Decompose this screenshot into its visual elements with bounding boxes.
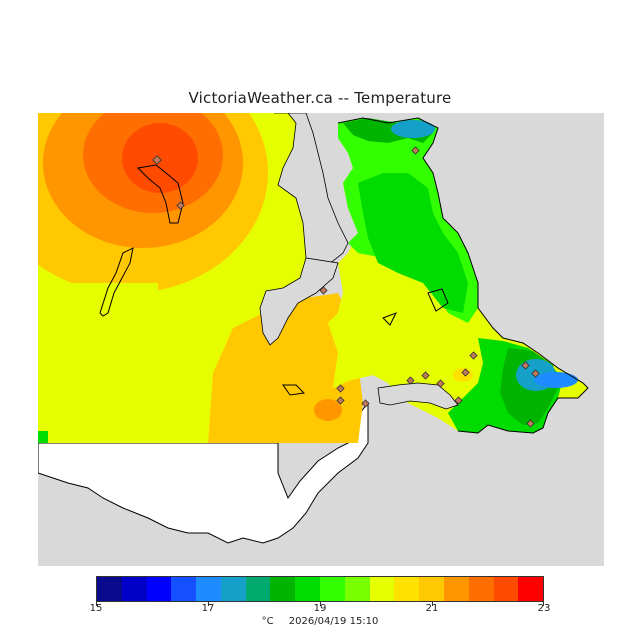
- west-left-yellow: [38, 283, 158, 443]
- legend-tick: [432, 601, 433, 606]
- station-marker[interactable]: [421, 371, 430, 380]
- east-coastline: [337, 117, 589, 434]
- legend-tick-label: 19: [313, 603, 327, 614]
- south-coast-inlet: [377, 382, 459, 410]
- station-marker[interactable]: [526, 419, 535, 428]
- island-east-1: [382, 312, 398, 326]
- legend-tick: [543, 601, 544, 606]
- legend-swatch: [369, 577, 395, 601]
- legend-ticks: [96, 601, 544, 609]
- strait-south: [259, 257, 339, 346]
- footer-caption: °C 2026/04/19 15:10: [0, 616, 640, 627]
- station-marker[interactable]: [406, 376, 415, 385]
- island-east-2: [427, 288, 449, 312]
- legend-tick: [320, 601, 321, 606]
- station-marker[interactable]: [531, 369, 540, 378]
- station-marker[interactable]: [361, 399, 370, 408]
- station-markers: [152, 146, 540, 428]
- map-svg: [0, 53, 604, 566]
- station-marker[interactable]: [411, 146, 420, 155]
- station-marker[interactable]: [319, 286, 328, 295]
- legend-swatch: [443, 577, 469, 601]
- legend-swatch: [518, 577, 544, 601]
- legend-swatch: [394, 577, 420, 601]
- legend-swatch: [344, 577, 370, 601]
- station-marker[interactable]: [436, 379, 445, 388]
- legend-swatch: [270, 577, 296, 601]
- legend-tick-label: 15: [89, 603, 103, 614]
- legend-swatch: [245, 577, 271, 601]
- legend-swatch: [220, 577, 246, 601]
- legend-swatch: [97, 577, 122, 601]
- east-warm-spot: [453, 368, 473, 382]
- legend-swatch: [121, 577, 147, 601]
- legend-tick-label: 21: [425, 603, 439, 614]
- island-west: [99, 247, 134, 317]
- timestamp-label: 2026/04/19 15:10: [288, 616, 379, 627]
- legend-swatch: [146, 577, 172, 601]
- legend-tick-label: 23: [537, 603, 551, 614]
- east-green-mid: [358, 173, 468, 313]
- legend-tick: [96, 601, 97, 606]
- east-cool-top: [391, 120, 435, 138]
- legend-swatch: [295, 577, 321, 601]
- east-yellow-south: [333, 278, 478, 403]
- island-mid: [282, 384, 306, 396]
- legend-swatch: [468, 577, 494, 601]
- station-marker[interactable]: [152, 155, 162, 165]
- island-nw: [136, 164, 184, 224]
- outside-coverage-land: [37, 401, 369, 544]
- station-marker[interactable]: [469, 351, 478, 360]
- station-marker[interactable]: [336, 396, 345, 405]
- warm-zone-south-core: [314, 399, 342, 421]
- legend-labels: 15 17 19 21 23: [90, 603, 551, 617]
- legend-swatch: [320, 577, 345, 601]
- green-corner-sw: [38, 431, 48, 443]
- legend-tick: [208, 601, 209, 606]
- station-marker[interactable]: [521, 361, 530, 370]
- warm-zone-nw-4: [122, 123, 198, 193]
- unit-label: °C: [261, 616, 274, 627]
- station-marker[interactable]: [461, 368, 470, 377]
- legend-tick-label: 17: [201, 603, 215, 614]
- page-title: VictoriaWeather.ca -- Temperature: [188, 89, 452, 107]
- east-cool-core-2: [534, 372, 578, 388]
- legend-swatch: [171, 577, 197, 601]
- legend-swatch: [419, 577, 444, 601]
- temperature-legend-bar: [96, 576, 544, 602]
- legend-swatch: [493, 577, 519, 601]
- station-marker[interactable]: [336, 384, 345, 393]
- station-marker[interactable]: [454, 396, 463, 405]
- station-marker[interactable]: [176, 201, 185, 210]
- legend-swatch: [196, 577, 221, 601]
- temperature-map[interactable]: [0, 53, 604, 566]
